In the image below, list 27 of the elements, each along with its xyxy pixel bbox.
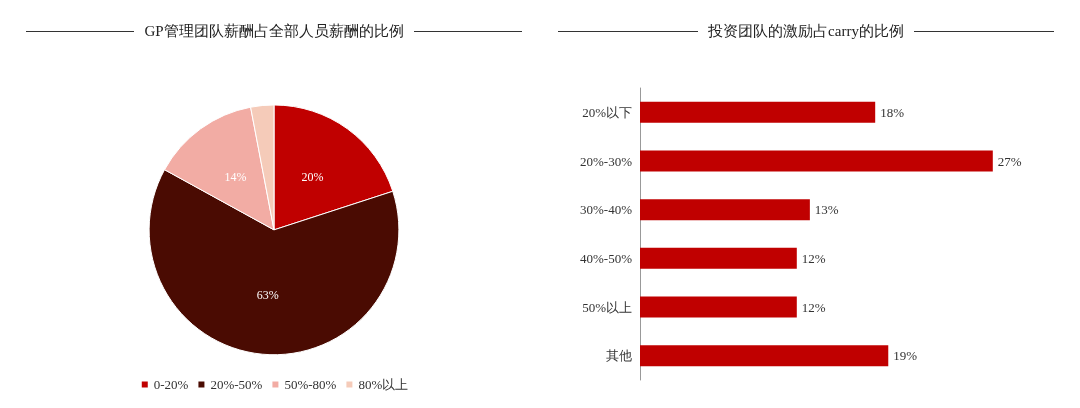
bar xyxy=(640,199,810,221)
data-label: 18% xyxy=(880,104,905,120)
bar xyxy=(640,247,797,269)
bar xyxy=(640,296,797,318)
data-label: 12% xyxy=(801,299,826,315)
data-label: 12% xyxy=(801,250,826,266)
y-tick-label: 20%以下 xyxy=(582,104,632,120)
bar xyxy=(640,150,993,172)
legend-label: 80%以上 xyxy=(358,377,409,392)
data-label: 27% xyxy=(997,153,1022,169)
y-tick-label: 20%-30% xyxy=(580,153,633,169)
y-tick-label: 其他 xyxy=(606,348,632,364)
y-tick-label: 50%以上 xyxy=(582,299,632,315)
y-tick-label: 30%-40% xyxy=(580,202,633,218)
chart-title: 投资团队的激励占carry的比例 xyxy=(708,22,904,41)
data-label: 19% xyxy=(893,348,918,364)
data-label: 14% xyxy=(224,169,247,184)
legend-label: 0-20% xyxy=(153,377,189,392)
chart-title: GP管理团队薪酬占全部人员薪酬的比例 xyxy=(144,22,404,41)
y-tick-label: 40%-50% xyxy=(580,250,633,266)
data-label: 63% xyxy=(256,288,279,303)
bar xyxy=(640,345,889,367)
data-label: 20% xyxy=(301,169,324,184)
legend-label: 50%-80% xyxy=(284,377,337,392)
data-label: 13% xyxy=(814,202,839,218)
legend-label: 20%-50% xyxy=(210,377,263,392)
bar xyxy=(640,101,876,123)
